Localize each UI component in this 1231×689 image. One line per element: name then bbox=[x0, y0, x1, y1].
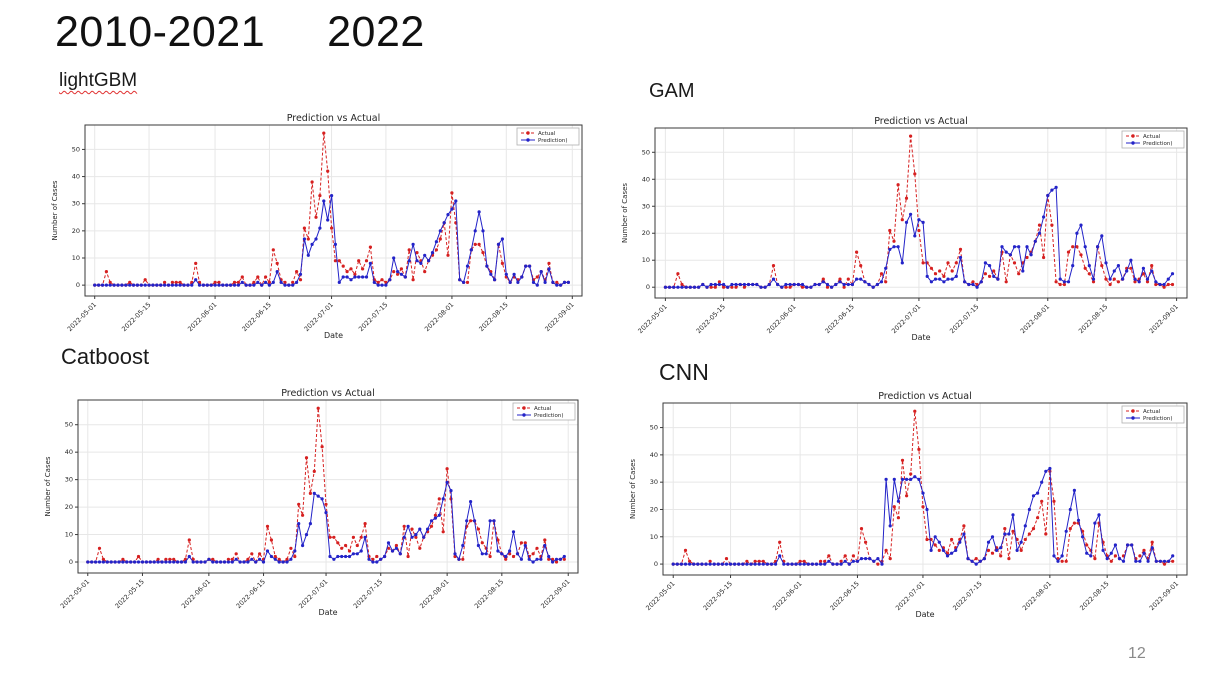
svg-text:2022-06-01: 2022-06-01 bbox=[765, 303, 797, 335]
svg-text:30: 30 bbox=[65, 476, 73, 484]
svg-text:2022-08-15: 2022-08-15 bbox=[1078, 580, 1110, 612]
chart-catboost: 0 10 20 30 40 50 2022-05-01 2022-05-15 2022-06-0… bbox=[33, 386, 586, 633]
prediction-vs-actual-plot: 0 10 20 30 40 50 2022-05-01 2022-05-15 2022-06-0… bbox=[51, 113, 583, 340]
svg-text:2022-07-15: 2022-07-15 bbox=[352, 578, 384, 610]
svg-text:2022-06-01: 2022-06-01 bbox=[771, 580, 803, 612]
svg-text:2022-06-15: 2022-06-15 bbox=[235, 578, 267, 610]
svg-text:Prediction): Prediction) bbox=[1143, 416, 1172, 422]
svg-text:2022-09-01: 2022-09-01 bbox=[539, 578, 571, 610]
svg-text:20: 20 bbox=[642, 229, 650, 237]
slide-title: 2010-2021 2022 bbox=[55, 8, 425, 57]
svg-text:Actual: Actual bbox=[1143, 134, 1161, 140]
prediction-vs-actual-plot: 0 10 20 30 40 50 2022-05-01 2022-05-15 2022-06-0… bbox=[44, 388, 579, 617]
svg-text:2022-07-01: 2022-07-01 bbox=[894, 580, 926, 612]
svg-text:40: 40 bbox=[650, 451, 658, 459]
svg-text:0: 0 bbox=[646, 283, 650, 291]
svg-text:2022-09-01: 2022-09-01 bbox=[1148, 580, 1180, 612]
model-label-catboost: Catboost bbox=[61, 344, 150, 369]
svg-text:Prediction vs Actual: Prediction vs Actual bbox=[281, 388, 375, 399]
svg-text:20: 20 bbox=[65, 503, 73, 511]
svg-text:2022-08-01: 2022-08-01 bbox=[418, 578, 450, 610]
svg-text:Prediction vs Actual: Prediction vs Actual bbox=[878, 391, 972, 402]
svg-text:2022-07-15: 2022-07-15 bbox=[357, 301, 389, 333]
svg-text:10: 10 bbox=[72, 254, 80, 262]
svg-text:2022-07-01: 2022-07-01 bbox=[297, 578, 329, 610]
svg-text:2022-08-15: 2022-08-15 bbox=[477, 301, 509, 333]
svg-text:2022-08-01: 2022-08-01 bbox=[1019, 303, 1051, 335]
svg-text:Number of Cases: Number of Cases bbox=[44, 456, 52, 516]
svg-text:Date: Date bbox=[324, 331, 343, 340]
svg-text:2022-06-01: 2022-06-01 bbox=[180, 578, 212, 610]
svg-text:Prediction vs Actual: Prediction vs Actual bbox=[874, 116, 968, 127]
svg-text:10: 10 bbox=[65, 531, 73, 539]
svg-text:50: 50 bbox=[72, 145, 80, 153]
title-year: 2022 bbox=[327, 8, 425, 56]
svg-text:40: 40 bbox=[72, 173, 80, 181]
svg-text:40: 40 bbox=[642, 175, 650, 183]
svg-text:2022-09-01: 2022-09-01 bbox=[543, 301, 575, 333]
svg-text:Date: Date bbox=[318, 608, 337, 617]
svg-text:Prediction): Prediction) bbox=[1143, 141, 1172, 147]
model-label-cnn: CNN bbox=[659, 359, 709, 385]
svg-text:2022-05-01: 2022-05-01 bbox=[644, 580, 676, 612]
prediction-vs-actual-plot: 0 10 20 30 40 50 2022-05-01 2022-05-15 2022-06-0… bbox=[629, 391, 1188, 619]
model-label-lightgbm: lightGBM bbox=[59, 70, 138, 91]
svg-text:Date: Date bbox=[915, 610, 934, 619]
svg-text:2022-05-01: 2022-05-01 bbox=[59, 578, 91, 610]
svg-text:20: 20 bbox=[650, 505, 658, 513]
svg-text:30: 30 bbox=[650, 478, 658, 486]
svg-text:10: 10 bbox=[642, 256, 650, 264]
prediction-vs-actual-plot: 0 10 20 30 40 50 2022-05-01 2022-05-15 2022-06-0… bbox=[621, 116, 1188, 342]
svg-text:Prediction): Prediction) bbox=[538, 138, 567, 144]
svg-text:2022-05-15: 2022-05-15 bbox=[702, 580, 734, 612]
svg-text:2022-07-15: 2022-07-15 bbox=[948, 303, 980, 335]
svg-text:Prediction vs Actual: Prediction vs Actual bbox=[287, 113, 381, 124]
svg-text:Prediction): Prediction) bbox=[534, 413, 563, 419]
svg-text:2022-06-15: 2022-06-15 bbox=[828, 580, 860, 612]
svg-text:2022-07-01: 2022-07-01 bbox=[890, 303, 922, 335]
svg-text:Number of Cases: Number of Cases bbox=[51, 180, 59, 240]
svg-text:50: 50 bbox=[642, 148, 650, 156]
svg-text:Actual: Actual bbox=[538, 131, 556, 137]
chart-lightgbm: 0 10 20 30 40 50 2022-05-01 2022-05-15 2022-06-0… bbox=[40, 111, 590, 356]
svg-text:Number of Cases: Number of Cases bbox=[621, 183, 629, 243]
svg-text:0: 0 bbox=[654, 560, 658, 568]
chart-cnn: 0 10 20 30 40 50 2022-05-01 2022-05-15 2022-06-0… bbox=[618, 389, 1195, 635]
svg-text:2022-05-01: 2022-05-01 bbox=[66, 301, 98, 333]
svg-text:2022-08-01: 2022-08-01 bbox=[1021, 580, 1053, 612]
svg-text:2022-05-15: 2022-05-15 bbox=[120, 301, 152, 333]
svg-text:2022-07-01: 2022-07-01 bbox=[303, 301, 335, 333]
page-number: 12 bbox=[1128, 645, 1146, 662]
svg-text:30: 30 bbox=[72, 200, 80, 208]
svg-text:2022-06-15: 2022-06-15 bbox=[240, 301, 272, 333]
svg-text:2022-05-01: 2022-05-01 bbox=[636, 303, 668, 335]
chart-gam: 0 10 20 30 40 50 2022-05-01 2022-05-15 2022-06-0… bbox=[610, 114, 1195, 358]
svg-text:2022-08-15: 2022-08-15 bbox=[1077, 303, 1109, 335]
svg-text:2022-06-15: 2022-06-15 bbox=[823, 303, 855, 335]
svg-text:Number of Cases: Number of Cases bbox=[629, 459, 637, 519]
model-label-gam: GAM bbox=[649, 80, 695, 102]
svg-text:Date: Date bbox=[911, 333, 930, 342]
svg-text:30: 30 bbox=[642, 202, 650, 210]
svg-text:0: 0 bbox=[76, 281, 80, 289]
svg-text:0: 0 bbox=[69, 558, 73, 566]
svg-text:2022-05-15: 2022-05-15 bbox=[695, 303, 727, 335]
svg-text:2022-05-15: 2022-05-15 bbox=[113, 578, 145, 610]
svg-text:2022-09-01: 2022-09-01 bbox=[1148, 303, 1180, 335]
svg-text:40: 40 bbox=[65, 448, 73, 456]
svg-text:10: 10 bbox=[650, 533, 658, 541]
svg-text:2022-07-15: 2022-07-15 bbox=[951, 580, 983, 612]
title-period: 2010-2021 bbox=[55, 8, 266, 56]
svg-text:2022-08-15: 2022-08-15 bbox=[473, 578, 505, 610]
svg-text:50: 50 bbox=[65, 421, 73, 429]
svg-text:Actual: Actual bbox=[1143, 409, 1161, 415]
svg-text:2022-08-01: 2022-08-01 bbox=[423, 301, 455, 333]
svg-text:Actual: Actual bbox=[534, 406, 552, 412]
svg-text:2022-06-01: 2022-06-01 bbox=[186, 301, 218, 333]
svg-text:20: 20 bbox=[72, 227, 80, 235]
svg-text:50: 50 bbox=[650, 424, 658, 432]
